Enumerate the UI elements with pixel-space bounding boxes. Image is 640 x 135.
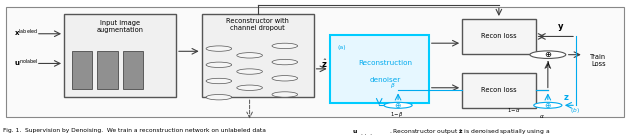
FancyBboxPatch shape xyxy=(462,19,536,54)
Circle shape xyxy=(237,53,262,58)
Circle shape xyxy=(237,85,262,90)
Text: nolabel: nolabel xyxy=(357,134,372,135)
Circle shape xyxy=(206,94,232,100)
Text: Recon loss: Recon loss xyxy=(481,87,516,93)
Text: $\mathbf{z}$: $\mathbf{z}$ xyxy=(563,93,569,102)
Text: $\mathbf{x}^{\mathrm{labeled}}$: $\mathbf{x}^{\mathrm{labeled}}$ xyxy=(14,28,38,39)
Text: Train
Loss: Train Loss xyxy=(590,54,607,67)
Text: $\oplus$: $\oplus$ xyxy=(394,101,402,110)
Text: Reconstruction: Reconstruction xyxy=(358,60,413,66)
Text: $1\!-\!\beta$: $1\!-\!\beta$ xyxy=(390,110,403,119)
FancyBboxPatch shape xyxy=(6,7,624,117)
Text: Fig. 1.  Supervision by Denoising.  We train a reconstruction network on unlabel: Fig. 1. Supervision by Denoising. We tra… xyxy=(3,128,268,133)
Text: $\mathbf{y}$: $\mathbf{y}$ xyxy=(557,22,564,33)
FancyBboxPatch shape xyxy=(97,51,118,89)
Text: $1\!-\!\alpha$: $1\!-\!\alpha$ xyxy=(507,106,521,114)
Text: $\alpha$: $\alpha$ xyxy=(538,113,545,120)
Text: $\hat{\mathbf{z}}$: $\hat{\mathbf{z}}$ xyxy=(321,58,328,70)
Circle shape xyxy=(272,59,298,65)
Text: $\beta$: $\beta$ xyxy=(390,81,396,90)
Text: Recon loss: Recon loss xyxy=(481,33,516,39)
Circle shape xyxy=(272,43,298,49)
Circle shape xyxy=(206,62,232,68)
Text: $(b)$: $(b)$ xyxy=(570,106,580,114)
Text: (a): (a) xyxy=(338,45,346,50)
Text: $\mathbf{u}^{\mathrm{nolabel}}$: $\mathbf{u}^{\mathrm{nolabel}}$ xyxy=(14,58,38,69)
Text: $\oplus$: $\oplus$ xyxy=(544,50,552,59)
Text: $\lambda$: $\lambda$ xyxy=(545,59,551,70)
FancyBboxPatch shape xyxy=(462,73,536,108)
Circle shape xyxy=(530,51,566,58)
Circle shape xyxy=(206,78,232,84)
FancyBboxPatch shape xyxy=(330,35,429,103)
Text: $\mathbf{u}$: $\mathbf{u}$ xyxy=(352,128,358,135)
Circle shape xyxy=(534,102,562,108)
Circle shape xyxy=(272,92,298,97)
Text: $\oplus$: $\oplus$ xyxy=(544,101,552,110)
FancyBboxPatch shape xyxy=(123,51,143,89)
Circle shape xyxy=(237,69,262,74)
Text: Reconstructor with
channel dropout: Reconstructor with channel dropout xyxy=(226,18,289,31)
FancyBboxPatch shape xyxy=(72,51,92,89)
Circle shape xyxy=(272,76,298,81)
Text: Input image
augmentation: Input image augmentation xyxy=(97,20,143,33)
Text: . Reconstructor output $\hat{\mathbf{z}}$ is denoised spatially using a: . Reconstructor output $\hat{\mathbf{z}}… xyxy=(389,128,550,135)
FancyBboxPatch shape xyxy=(64,14,176,97)
Circle shape xyxy=(206,46,232,51)
Circle shape xyxy=(384,102,412,108)
FancyBboxPatch shape xyxy=(202,14,314,97)
Text: denoiser: denoiser xyxy=(370,77,401,83)
